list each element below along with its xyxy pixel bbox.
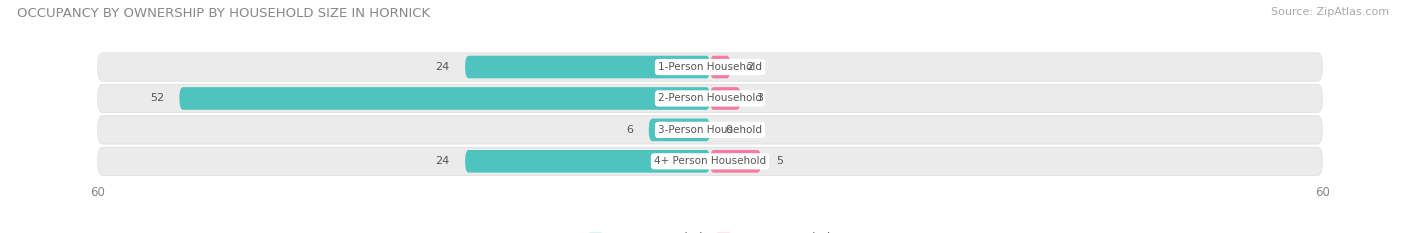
FancyBboxPatch shape bbox=[98, 84, 1322, 113]
Text: OCCUPANCY BY OWNERSHIP BY HOUSEHOLD SIZE IN HORNICK: OCCUPANCY BY OWNERSHIP BY HOUSEHOLD SIZE… bbox=[17, 7, 430, 20]
FancyBboxPatch shape bbox=[98, 116, 1322, 144]
FancyBboxPatch shape bbox=[465, 150, 710, 173]
Text: 24: 24 bbox=[436, 156, 450, 166]
Text: 52: 52 bbox=[150, 93, 165, 103]
FancyBboxPatch shape bbox=[648, 119, 710, 141]
Text: Source: ZipAtlas.com: Source: ZipAtlas.com bbox=[1271, 7, 1389, 17]
FancyBboxPatch shape bbox=[710, 87, 741, 110]
Text: 2-Person Household: 2-Person Household bbox=[658, 93, 762, 103]
Text: 2: 2 bbox=[745, 62, 752, 72]
FancyBboxPatch shape bbox=[180, 87, 710, 110]
Text: 24: 24 bbox=[436, 62, 450, 72]
Legend: Owner-occupied, Renter-occupied: Owner-occupied, Renter-occupied bbox=[585, 228, 835, 233]
Text: 1-Person Household: 1-Person Household bbox=[658, 62, 762, 72]
Text: 0: 0 bbox=[725, 125, 733, 135]
Text: 6: 6 bbox=[627, 125, 634, 135]
FancyBboxPatch shape bbox=[98, 147, 1322, 175]
FancyBboxPatch shape bbox=[710, 150, 761, 173]
Text: 5: 5 bbox=[776, 156, 783, 166]
FancyBboxPatch shape bbox=[98, 53, 1322, 81]
FancyBboxPatch shape bbox=[465, 56, 710, 78]
FancyBboxPatch shape bbox=[710, 56, 731, 78]
Text: 3-Person Household: 3-Person Household bbox=[658, 125, 762, 135]
Text: 4+ Person Household: 4+ Person Household bbox=[654, 156, 766, 166]
Text: 3: 3 bbox=[756, 93, 763, 103]
